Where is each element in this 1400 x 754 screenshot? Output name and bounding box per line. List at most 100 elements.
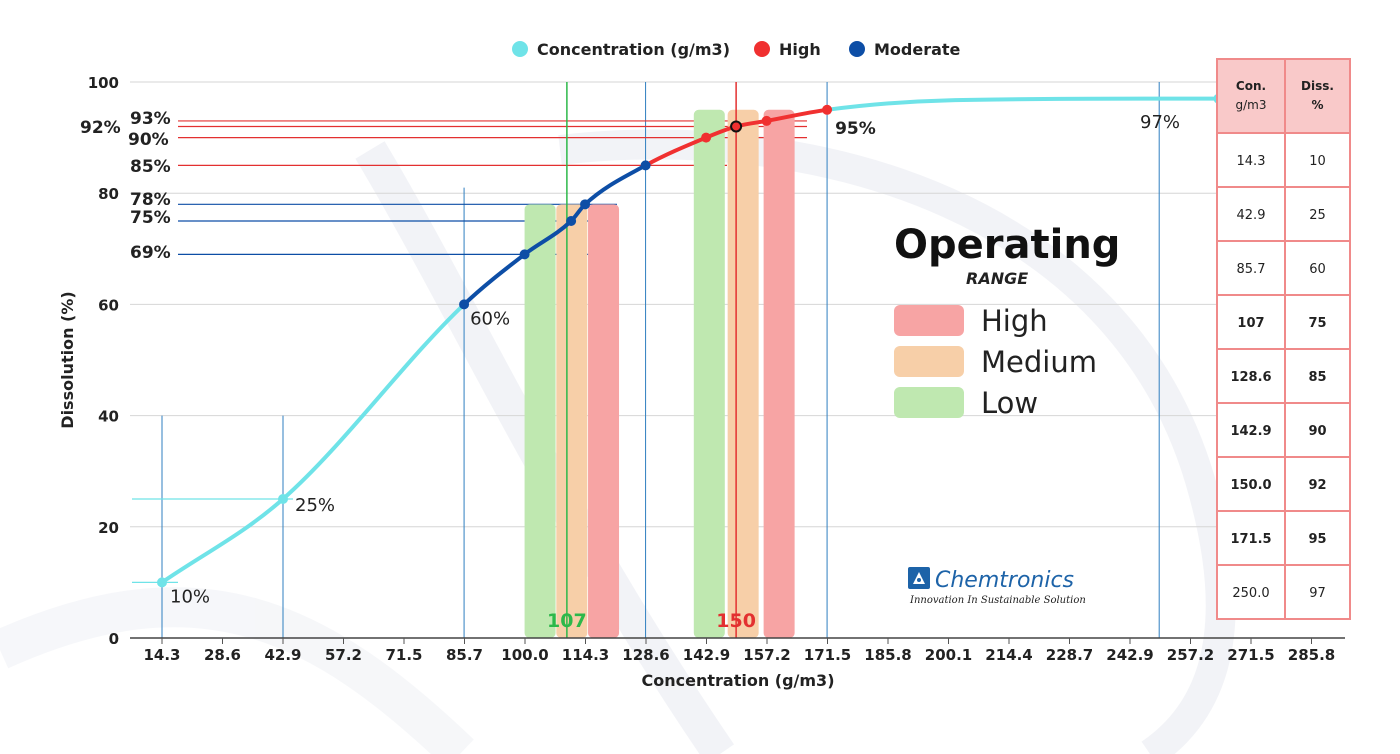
- background-watermark: [0, 129, 1236, 754]
- table-header: Diss.: [1301, 79, 1334, 93]
- table-header-bg: [1216, 58, 1351, 134]
- left-label: 92%: [80, 118, 121, 138]
- data-point: [566, 216, 577, 226]
- data-point: [640, 160, 651, 171]
- logo-name: Chemtronics: [935, 568, 1074, 593]
- band-low: [693, 109, 725, 639]
- left-label: 90%: [128, 130, 169, 150]
- left-label: 69%: [130, 243, 171, 263]
- x-tick-label: 157.2: [743, 646, 790, 664]
- x-tick-label: 14.3: [143, 646, 180, 664]
- table-cell-diss: 85: [1308, 370, 1326, 385]
- marker-label: 150: [716, 610, 756, 632]
- table-cell-diss: 95: [1308, 532, 1326, 547]
- data-point: [459, 299, 470, 310]
- x-tick-label: 228.7: [1046, 646, 1093, 664]
- x-tick-label: 271.5: [1227, 646, 1274, 664]
- y-tick-label: 40: [98, 408, 119, 426]
- x-tick-label: 142.9: [683, 646, 730, 664]
- x-tick-label: 285.8: [1288, 646, 1335, 664]
- point-label: 60%: [470, 308, 510, 329]
- table-cell-con: 171.5: [1230, 532, 1271, 547]
- operating-subtitle: RANGE: [966, 269, 1028, 288]
- operating-swatch-medium: [894, 346, 964, 377]
- table-cell-diss: 92: [1308, 478, 1326, 493]
- table-cell-con: 128.6: [1230, 370, 1271, 385]
- x-tick-label: 214.4: [985, 646, 1032, 664]
- x-tick-label: 85.7: [446, 646, 483, 664]
- y-tick-label: 0: [109, 630, 119, 648]
- x-axis-title: Concentration (g/m3): [642, 671, 835, 690]
- table-cell-con: 42.9: [1237, 208, 1266, 223]
- x-tick-label: 42.9: [264, 646, 301, 664]
- chart-legend: Concentration (g/m3) High Moderate: [512, 40, 961, 59]
- operating-swatch-low: [894, 387, 964, 418]
- operating-label-low: Low: [981, 386, 1038, 420]
- legend-label: Moderate: [874, 40, 961, 59]
- operating-bands: [524, 109, 795, 639]
- legend-label: High: [779, 40, 821, 59]
- data-point: [701, 132, 712, 143]
- data-point: [157, 577, 167, 588]
- curve-segment-concentration: [160, 302, 467, 585]
- band-medium: [556, 204, 588, 638]
- y-tick-label: 80: [98, 185, 119, 203]
- table-cell-diss: 75: [1308, 316, 1326, 331]
- legend-dot: [754, 41, 770, 57]
- point-labels: 10% 25% 60% 95% 97% 93% 92% 90% 85% 78%75% 69%: [80, 109, 1180, 607]
- operating-swatch-high: [894, 305, 964, 336]
- marker-label: 107: [547, 610, 587, 632]
- data-point: [278, 494, 288, 504]
- x-tick-label: 128.6: [622, 646, 669, 664]
- table-cell-con: 14.3: [1237, 154, 1266, 169]
- table-header: Con.: [1236, 79, 1266, 93]
- curve-segment-concentration: [825, 96, 1221, 112]
- concentration-markers: 107 150: [547, 82, 756, 638]
- logo-tagline: Innovation In Sustainable Solution: [909, 595, 1086, 606]
- chemtronics-logo: Chemtronics Innovation In Sustainable So…: [908, 567, 1086, 606]
- x-tick-label: 200.1: [925, 646, 972, 664]
- table-header-unit: g/m3: [1236, 98, 1267, 112]
- data-point: [822, 104, 833, 115]
- table-cell-diss: 25: [1309, 208, 1326, 223]
- operating-title: Operating: [894, 222, 1120, 268]
- left-label: 78%: [130, 190, 171, 210]
- data-table: Con. g/m3 Diss.% 14.3 10 42.9 25 85.7 60 107 75 128…: [1216, 58, 1351, 620]
- y-tick-label: 100: [88, 74, 119, 92]
- operating-label-high: High: [981, 304, 1048, 338]
- band-high: [588, 204, 620, 638]
- legend-dot: [512, 41, 528, 57]
- y-tick-label: 20: [98, 519, 119, 537]
- band-low: [524, 204, 556, 638]
- x-tick-label: 171.5: [804, 646, 851, 664]
- x-tick-label: 114.3: [562, 646, 609, 664]
- band-medium: [727, 109, 759, 639]
- point-label: 95%: [835, 119, 876, 139]
- point-label: 10%: [170, 586, 210, 607]
- table-header-unit: %: [1311, 98, 1323, 112]
- left-label: 85%: [130, 157, 171, 177]
- data-point: [580, 199, 591, 210]
- flask-icon: [908, 567, 930, 589]
- table-cell-diss: 90: [1308, 424, 1326, 439]
- table-frame: [1216, 58, 1351, 620]
- data-point: [730, 120, 743, 133]
- legend-dot: [849, 41, 865, 57]
- x-tick-label: 71.5: [385, 646, 422, 664]
- data-point: [761, 115, 772, 126]
- table-cell-diss: 97: [1309, 586, 1326, 601]
- data-point: [519, 249, 530, 260]
- x-tick-label: 57.2: [325, 646, 362, 664]
- band-high: [763, 109, 795, 639]
- axes: 14.3 28.6 42.9 57.2 71.5 85.7 100.0 114.3 128.6 1…: [58, 74, 1345, 690]
- data-points: [157, 93, 1224, 588]
- table-cell-con: 85.7: [1237, 262, 1266, 277]
- x-tick-label: 185.8: [864, 646, 911, 664]
- x-tick-label: 242.9: [1106, 646, 1153, 664]
- operating-label-medium: Medium: [981, 345, 1097, 379]
- y-axis-title: Dissolution (%): [58, 291, 77, 428]
- label-97: 97%: [1140, 112, 1180, 133]
- table-cell-con: 107: [1237, 316, 1264, 331]
